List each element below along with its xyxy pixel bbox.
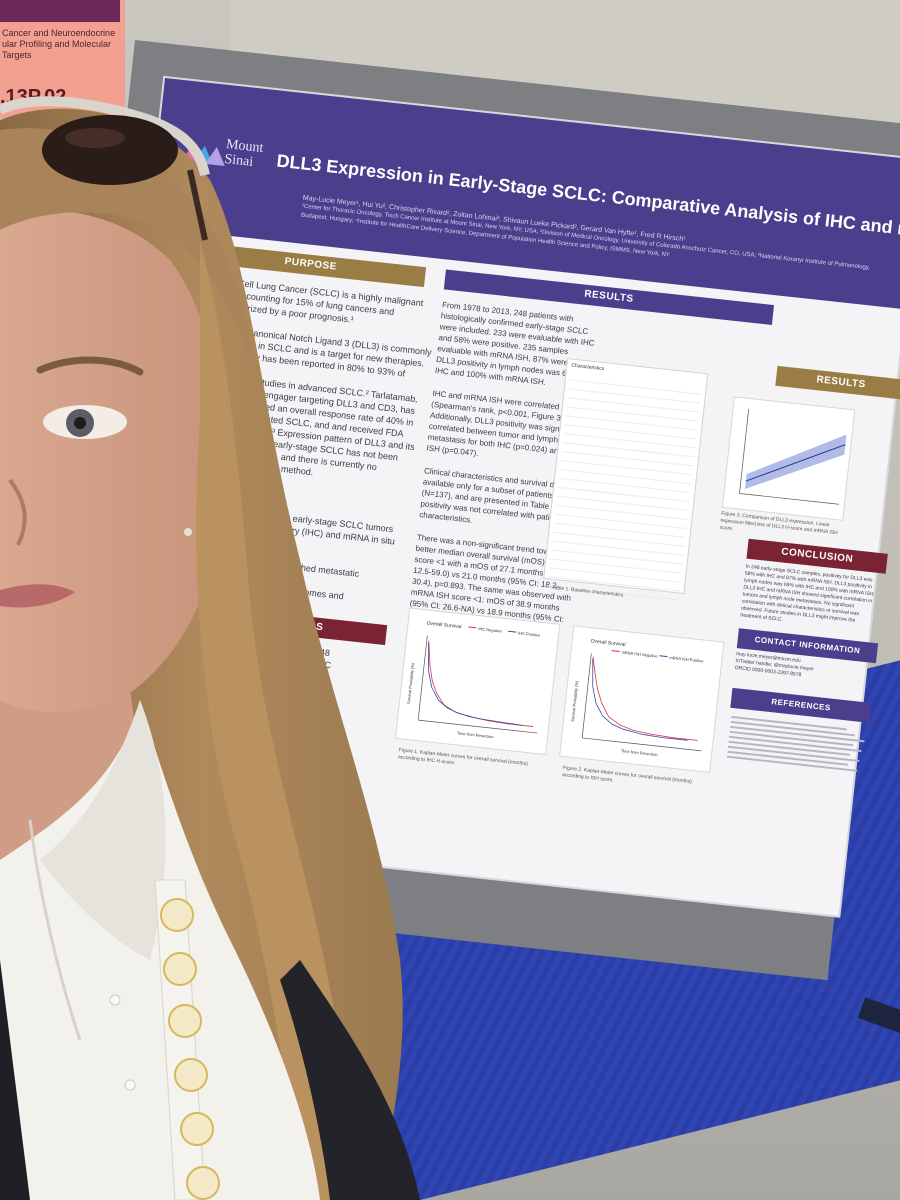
km-ylabel: Survival Probability (%) [570,680,580,722]
km-legend-a: mRNA ISH Negative [621,650,658,659]
x-axis [418,719,538,734]
lanyard-logo [160,898,194,932]
y-axis [417,635,428,721]
legend-swatch [659,655,668,658]
lanyard-logo [163,952,197,986]
km-curve-positive [592,658,688,741]
bangs [0,128,255,380]
button [109,994,121,1006]
blouse-fold [28,819,82,1041]
lanyard-logo [186,1166,220,1200]
km-curve-positive [428,642,524,726]
lanyard-logo [180,1112,214,1146]
km-legend-a: IHC Negative [478,626,503,634]
km-plot-ihc: Overall Survival IHC Negative IHC Positi… [394,607,561,756]
sign-text: Cancer and Neuroendocrine ular Profiling… [2,28,116,60]
y-axis [581,653,592,738]
jacket-right [280,960,420,1200]
correlation-scatter [721,396,856,521]
hair-strands [196,240,346,1200]
x-axis [739,493,839,505]
legend-swatch [611,650,620,652]
km-legend-b: IHC Positive [518,630,541,637]
km-plot-ish-svg: Overall Survival mRNA ISH Negative mRNA … [570,638,705,757]
km-ylabel: Survival Probability (%) [406,662,416,704]
y-axis [739,408,750,494]
km-legend-b: mRNA ISH Positive [669,655,705,664]
km-title: Overall Survival [426,620,461,630]
km-curve-negative [428,640,534,727]
legend-swatch [468,626,477,629]
lens-glare [65,128,125,148]
button [124,1079,136,1091]
lanyard-logo [168,1004,202,1038]
sunglasses-frame [0,96,210,177]
km-plot-ihc-svg: Overall Survival IHC Negative IHC Positi… [406,620,541,739]
regression-line [745,444,846,482]
km-xlabel: Time from Resection [621,748,658,757]
scatter-svg [739,408,847,505]
scientific-poster: Mount Sinai DLL3 Expression in Early-Sta… [82,78,900,916]
sunglasses-arm [187,169,208,241]
sunglasses-lens [42,115,178,185]
earring [184,528,192,536]
km-xlabel: Time from Resection [457,730,494,739]
km-title: Overall Survival [590,638,625,648]
lanyard-logo [174,1058,208,1092]
collar [40,700,166,960]
x-axis [582,737,702,752]
lips [0,584,75,608]
sign-header [0,0,120,22]
nose [8,478,27,546]
km-curve-negative [592,656,698,741]
km-plot-ish: Overall Survival mRNA ISH Negative mRNA … [559,625,725,773]
legend-swatch [508,630,517,633]
eyebrow [36,356,144,376]
confidence-band [744,434,847,490]
jacket-left [0,960,30,1200]
pupil [74,417,86,429]
